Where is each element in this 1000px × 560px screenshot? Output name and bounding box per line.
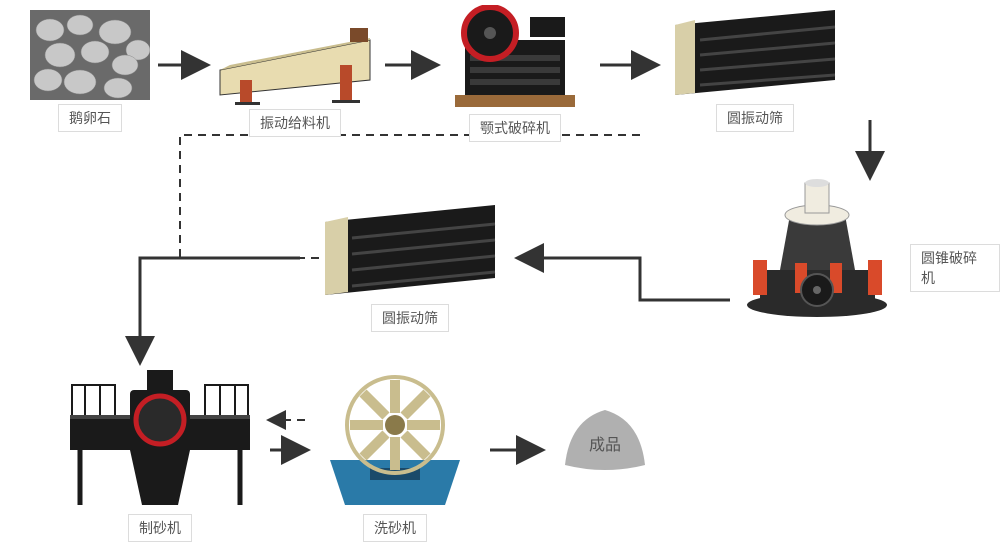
node-screen-mid: 圆振动筛: [310, 200, 510, 332]
pebbles-icon: [30, 10, 150, 100]
screen-top-label: 圆振动筛: [716, 104, 794, 132]
node-sand-washer: 洗砂机: [310, 370, 480, 542]
product-label: 成品: [560, 431, 650, 455]
feeder-icon: [210, 10, 380, 105]
sand-washer-icon: [310, 370, 480, 510]
node-feeder: 振动给料机: [210, 10, 380, 137]
sand-maker-label: 制砂机: [128, 514, 192, 542]
pebbles-label: 鹅卵石: [58, 104, 122, 132]
screen-mid-icon: [310, 200, 510, 300]
arrow-screen-mid-sand: [140, 258, 300, 360]
cone-crusher-icon: [735, 175, 900, 320]
feeder-label: 振动给料机: [249, 109, 341, 137]
screen-top-icon: [660, 5, 850, 100]
jaw-crusher-label: 颚式破碎机: [469, 114, 561, 142]
sand-washer-label: 洗砂机: [363, 514, 427, 542]
node-cone-crusher: [735, 175, 900, 320]
arrow-cone-screen-mid: [520, 258, 730, 300]
cone-crusher-label: 圆锥破碎机: [910, 244, 1000, 292]
node-jaw-crusher: 颚式破碎机: [440, 5, 590, 142]
node-product: 成品: [560, 405, 650, 475]
node-screen-top: 圆振动筛: [660, 5, 850, 132]
node-sand-maker: 制砂机: [60, 360, 260, 542]
screen-mid-label: 圆振动筛: [371, 304, 449, 332]
sand-maker-icon: [60, 360, 260, 510]
node-pebbles: 鹅卵石: [30, 10, 150, 132]
jaw-crusher-icon: [440, 5, 590, 110]
